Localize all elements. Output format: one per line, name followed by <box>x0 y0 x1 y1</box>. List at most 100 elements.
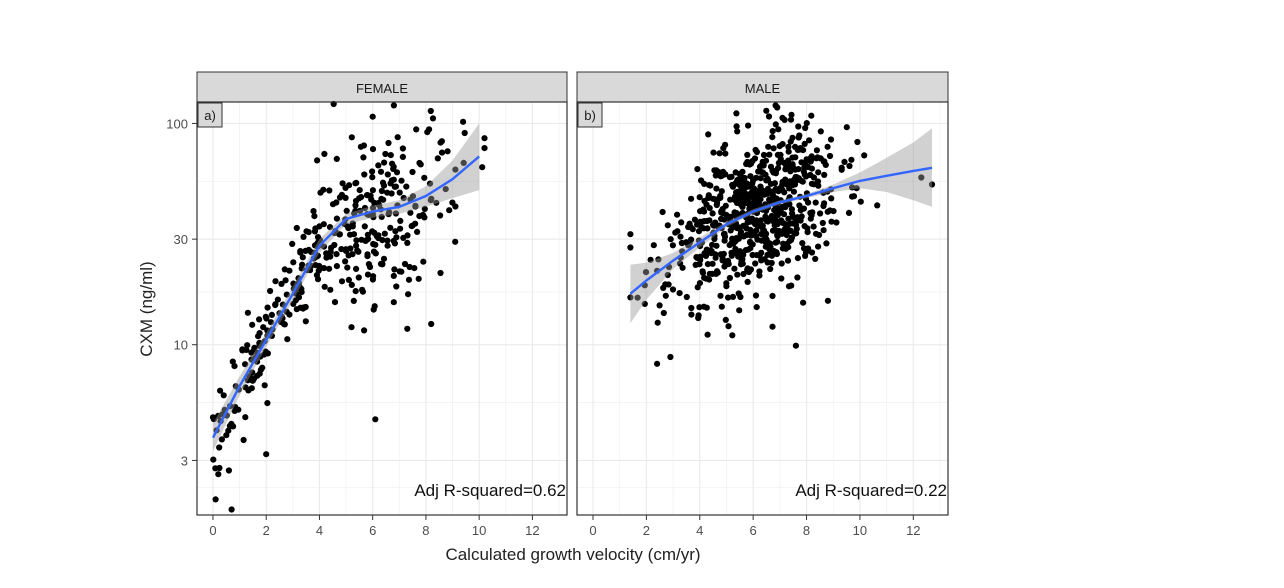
data-point <box>336 231 343 238</box>
data-point <box>353 242 360 249</box>
data-point <box>293 224 300 232</box>
data-point <box>697 218 704 225</box>
data-point <box>331 241 338 249</box>
data-point <box>803 173 810 180</box>
data-point <box>226 422 233 430</box>
data-point <box>415 275 422 282</box>
data-point <box>342 258 349 265</box>
data-point <box>302 318 309 325</box>
data-point <box>244 342 251 349</box>
data-point <box>788 282 795 289</box>
data-point <box>343 207 350 214</box>
data-point <box>267 287 274 295</box>
data-point <box>802 124 809 132</box>
data-point <box>741 188 748 196</box>
data-point <box>387 152 394 159</box>
data-point <box>801 140 808 147</box>
data-point <box>437 269 444 277</box>
data-point <box>392 210 399 217</box>
data-point <box>404 239 411 246</box>
data-point <box>310 208 317 215</box>
data-point <box>396 268 403 275</box>
data-point <box>824 297 832 304</box>
data-point <box>672 229 679 236</box>
data-point <box>283 308 290 315</box>
data-point <box>326 265 333 272</box>
data-point <box>752 260 759 267</box>
data-point <box>421 174 428 181</box>
data-point <box>417 161 424 168</box>
data-point <box>734 271 741 278</box>
data-point <box>399 153 406 160</box>
data-point <box>634 294 641 301</box>
data-point <box>216 444 223 451</box>
data-point <box>305 246 312 253</box>
data-point <box>401 260 409 268</box>
data-point <box>405 291 412 298</box>
data-point <box>757 220 764 227</box>
data-point <box>772 239 779 246</box>
data-point <box>717 173 724 180</box>
data-point <box>769 323 776 330</box>
data-point <box>778 275 785 282</box>
data-point <box>394 134 401 141</box>
data-point <box>794 255 802 262</box>
data-point <box>712 251 719 258</box>
data-point <box>438 138 445 145</box>
data-point <box>311 213 318 220</box>
facet-strip-label: MALE <box>745 81 781 96</box>
data-point <box>369 276 376 283</box>
data-point <box>426 180 434 187</box>
data-point <box>243 346 250 353</box>
data-point <box>726 174 734 181</box>
data-point <box>369 168 376 175</box>
data-point <box>677 233 684 240</box>
data-point <box>726 274 734 282</box>
data-point <box>664 271 671 279</box>
data-point <box>785 215 792 222</box>
data-point <box>627 231 634 238</box>
data-point <box>209 414 217 421</box>
data-point <box>363 192 371 199</box>
data-point <box>400 234 407 241</box>
data-point <box>654 360 661 367</box>
data-point <box>369 146 377 153</box>
data-point <box>212 465 219 472</box>
data-point <box>722 316 729 323</box>
data-point <box>775 206 782 213</box>
data-point <box>348 324 355 331</box>
x-tick-label: 4 <box>696 523 703 538</box>
data-point <box>741 174 748 182</box>
data-point <box>694 284 701 291</box>
data-point <box>733 123 740 130</box>
data-point <box>336 194 344 201</box>
data-point <box>353 265 360 272</box>
data-point <box>218 436 225 443</box>
data-point <box>747 160 755 167</box>
confidence-ribbon <box>213 123 480 452</box>
data-point <box>725 294 732 301</box>
data-point <box>371 199 378 206</box>
data-point <box>351 210 358 217</box>
data-points <box>209 100 488 513</box>
data-point <box>267 319 275 326</box>
data-point <box>736 170 743 177</box>
data-point <box>261 382 268 389</box>
data-point <box>256 330 263 337</box>
data-point <box>316 223 323 230</box>
data-point <box>717 192 724 200</box>
data-point <box>762 171 769 178</box>
data-point <box>659 208 666 216</box>
data-point <box>342 194 349 201</box>
data-point <box>347 231 354 238</box>
y-axis-label: CXM (ng/ml) <box>137 261 156 356</box>
data-point <box>848 156 855 163</box>
data-point <box>378 187 385 195</box>
data-point <box>755 168 762 175</box>
data-point <box>691 216 699 223</box>
data-point <box>364 231 371 238</box>
data-point <box>404 325 411 332</box>
data-point <box>359 286 366 293</box>
data-point <box>792 143 799 150</box>
data-point <box>411 265 418 272</box>
